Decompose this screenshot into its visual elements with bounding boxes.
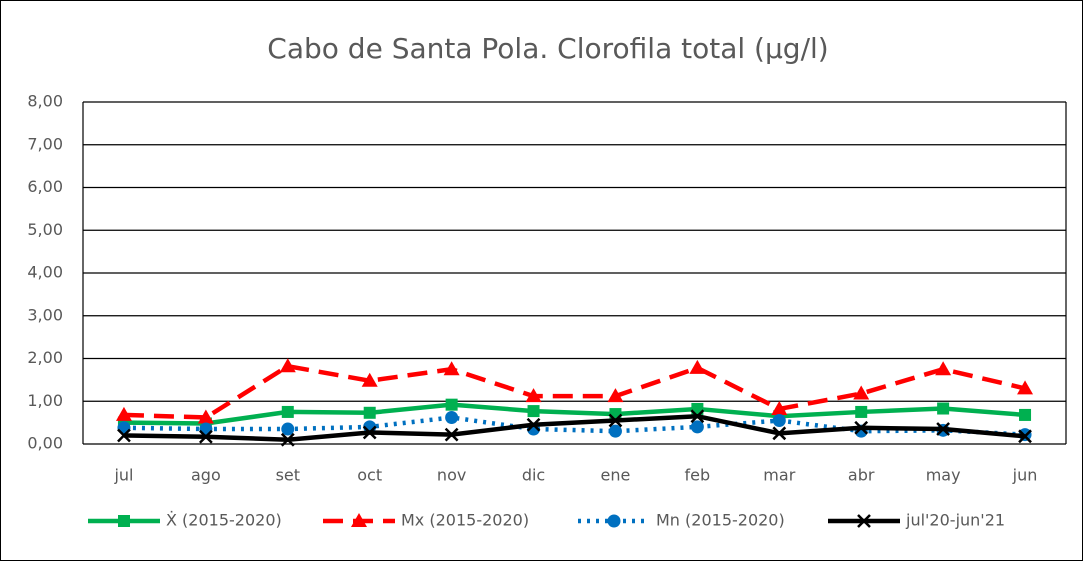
x-tick-label: dic bbox=[522, 466, 545, 485]
x-tick-label: oct bbox=[357, 466, 382, 485]
x-tick-label: nov bbox=[437, 466, 466, 485]
marker bbox=[937, 402, 950, 415]
marker bbox=[445, 398, 458, 411]
marker bbox=[443, 361, 460, 376]
marker bbox=[936, 422, 951, 436]
marker bbox=[1017, 380, 1034, 395]
x-tick-label: abr bbox=[848, 466, 875, 485]
marker bbox=[115, 406, 132, 421]
x-tick-label: ene bbox=[601, 466, 631, 485]
x-tick-label: jun bbox=[1012, 466, 1038, 485]
marker bbox=[690, 409, 705, 424]
y-tick-label: 7,00 bbox=[27, 134, 63, 153]
marker bbox=[117, 428, 131, 443]
marker bbox=[855, 405, 868, 418]
marker bbox=[690, 420, 704, 434]
y-tick-label: 2,00 bbox=[27, 348, 63, 367]
marker bbox=[935, 361, 952, 376]
marker bbox=[1018, 429, 1032, 444]
marker bbox=[607, 514, 621, 528]
marker bbox=[857, 514, 871, 528]
marker bbox=[1019, 408, 1032, 421]
marker bbox=[525, 388, 542, 403]
marker bbox=[772, 413, 786, 427]
series-line bbox=[123, 363, 1026, 420]
marker bbox=[607, 388, 624, 403]
marker bbox=[281, 405, 294, 418]
y-tick-label: 1,00 bbox=[27, 391, 63, 410]
marker bbox=[281, 422, 295, 436]
x-tick-label: jul bbox=[113, 466, 133, 485]
legend-label: Mn (2015-2020) bbox=[656, 511, 785, 530]
series-line bbox=[123, 415, 1026, 437]
marker bbox=[608, 424, 622, 438]
marker bbox=[198, 429, 213, 444]
x-tick-label: ago bbox=[191, 466, 221, 485]
marker bbox=[771, 400, 788, 415]
legend-label: jul'20-jun'21 bbox=[905, 511, 1005, 530]
legend-label: Mx (2015-2020) bbox=[401, 511, 529, 530]
x-tick-label: may bbox=[926, 466, 961, 485]
series-line bbox=[123, 402, 1026, 426]
legend-label: Ẋ (2015-2020) bbox=[166, 511, 282, 530]
marker bbox=[608, 413, 623, 428]
chart-title: Cabo de Santa Pola. Clorofila total (µg/… bbox=[267, 32, 828, 65]
y-tick-label: 5,00 bbox=[27, 220, 63, 239]
marker bbox=[527, 405, 540, 418]
marker bbox=[444, 427, 459, 442]
marker bbox=[362, 425, 377, 440]
series-line bbox=[123, 413, 1026, 442]
marker bbox=[361, 372, 378, 387]
x-tick-label: mar bbox=[763, 466, 795, 485]
marker bbox=[118, 515, 130, 527]
marker bbox=[279, 358, 296, 373]
marker bbox=[280, 432, 295, 447]
x-tick-label: set bbox=[276, 466, 300, 485]
marker bbox=[351, 513, 367, 527]
x-tick-label: feb bbox=[685, 466, 711, 485]
y-tick-label: 6,00 bbox=[27, 177, 63, 196]
y-tick-label: 4,00 bbox=[27, 263, 63, 282]
marker bbox=[772, 426, 787, 441]
y-tick-label: 3,00 bbox=[27, 305, 63, 324]
marker bbox=[526, 417, 541, 432]
marker bbox=[854, 420, 869, 435]
marker bbox=[445, 410, 459, 424]
marker bbox=[853, 385, 870, 400]
marker bbox=[363, 406, 376, 419]
marker bbox=[689, 359, 706, 374]
y-tick-label: 8,00 bbox=[27, 92, 63, 111]
y-tick-label: 0,00 bbox=[27, 434, 63, 453]
marker bbox=[197, 409, 214, 424]
